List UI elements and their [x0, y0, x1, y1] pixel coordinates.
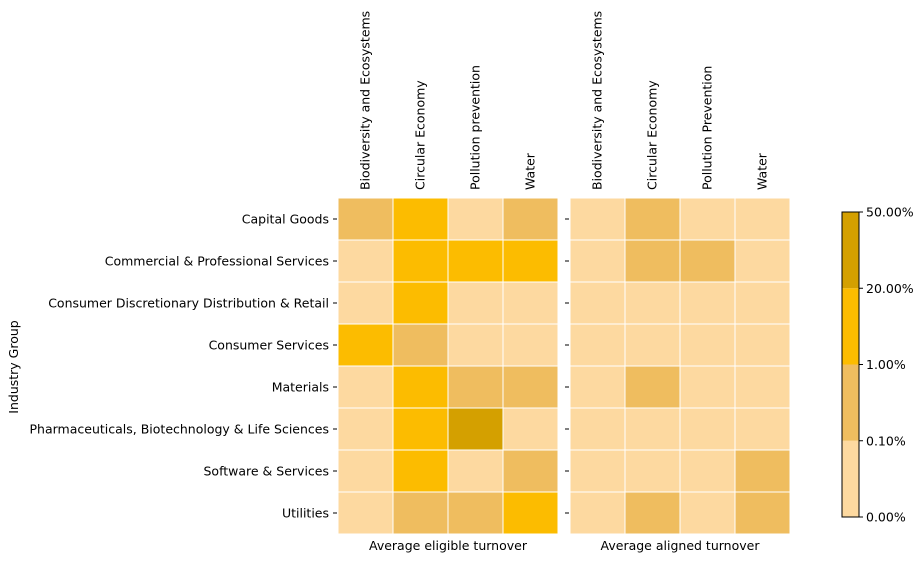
heatmap-cell	[392, 491, 449, 535]
heatmap-cell	[679, 449, 736, 493]
heatmap-cell	[734, 407, 791, 451]
column-label: Pollution prevention	[468, 65, 483, 190]
heatmap-cell	[447, 197, 504, 241]
row-label: Commercial & Professional Services	[105, 254, 329, 269]
column-label: Water	[523, 152, 538, 190]
heatmap-cell	[502, 239, 559, 283]
heatmap-cell	[679, 365, 736, 409]
heatmap-cell	[337, 197, 394, 241]
heatmap-cell	[624, 197, 681, 241]
row-label: Capital Goods	[242, 212, 329, 227]
column-label: Pollution Prevention	[700, 66, 715, 190]
row-label: Pharmaceuticals, Biotechnology & Life Sc…	[30, 422, 329, 437]
colorbar-segment	[842, 440, 859, 517]
heatmap-cell	[337, 365, 394, 409]
heatmap-cell	[569, 197, 626, 241]
colorbar-tick-label: 1.00%	[866, 357, 906, 372]
column-label: Biodiversity and Ecosystems	[358, 11, 373, 190]
heatmap-cell	[447, 323, 504, 367]
row-label: Utilities	[282, 506, 329, 521]
heatmap-cell	[624, 281, 681, 325]
column-label: Water	[755, 152, 770, 190]
heatmap-cell	[392, 239, 449, 283]
colorbar-tick-label: 0.10%	[866, 433, 906, 448]
heatmap-cell	[569, 407, 626, 451]
heatmap-cell	[447, 407, 504, 451]
colorbar-tick-label: 20.00%	[866, 281, 914, 296]
heatmap-cell	[734, 197, 791, 241]
heatmap-cell	[624, 449, 681, 493]
heatmap-cell	[624, 365, 681, 409]
heatmap-cell	[679, 197, 736, 241]
heatmap-cell	[337, 449, 394, 493]
heatmap-cell	[502, 449, 559, 493]
row-label: Consumer Discretionary Distribution & Re…	[48, 296, 329, 311]
heatmap-cell	[679, 491, 736, 535]
colorbar-tick-label: 50.00%	[866, 205, 914, 220]
heatmap-cell	[337, 239, 394, 283]
heatmap-cell	[734, 281, 791, 325]
heatmap-cell	[447, 491, 504, 535]
heatmap-cell	[624, 407, 681, 451]
heatmap-cell	[337, 491, 394, 535]
heatmap-cell	[502, 491, 559, 535]
heatmap-cell	[447, 281, 504, 325]
y-axis-label: Industry Group	[6, 320, 21, 414]
heatmap-cell	[502, 407, 559, 451]
heatmap-panels: Biodiversity and Ecosystems Circular Econ…	[337, 11, 791, 553]
colorbar-segment	[842, 212, 859, 289]
heatmap-cell	[392, 365, 449, 409]
heatmap-cell	[569, 281, 626, 325]
column-label: Circular Economy	[645, 80, 660, 190]
column-label: Circular Economy	[413, 80, 428, 190]
heatmap-cell	[569, 491, 626, 535]
heatmap-cell	[569, 365, 626, 409]
heatmap-cell	[337, 281, 394, 325]
panel-xlabel: Average aligned turnover	[601, 538, 761, 553]
row-label: Software & Services	[203, 464, 329, 479]
heatmap-cell	[679, 323, 736, 367]
heatmap-cell	[734, 239, 791, 283]
heatmap-cell	[392, 281, 449, 325]
heatmap-cell	[624, 239, 681, 283]
heatmap-cell	[502, 281, 559, 325]
heatmap-cell	[502, 197, 559, 241]
heatmap-cell	[447, 239, 504, 283]
panel-xlabel: Average eligible turnover	[369, 538, 528, 553]
heatmap-cell	[447, 365, 504, 409]
heatmap-cell	[569, 449, 626, 493]
heatmap-cell	[734, 365, 791, 409]
heatmap-cell	[392, 449, 449, 493]
row-label: Consumer Services	[209, 338, 329, 353]
heatmap-cell	[392, 323, 449, 367]
heatmap-cell	[734, 491, 791, 535]
heatmap-cell	[624, 491, 681, 535]
heatmap-cell	[679, 407, 736, 451]
heatmap-panel-2: Biodiversity and Ecosystems Circular Econ…	[569, 11, 791, 553]
column-label: Biodiversity and Ecosystems	[590, 11, 605, 190]
heatmap-cell	[734, 449, 791, 493]
heatmap-cell	[569, 239, 626, 283]
heatmap-cell	[392, 197, 449, 241]
heatmap-cell	[392, 407, 449, 451]
heatmap-cell	[569, 323, 626, 367]
row-label: Materials	[272, 380, 329, 395]
heatmap-cell	[502, 365, 559, 409]
heatmap-cell	[447, 449, 504, 493]
colorbar-segment	[842, 364, 859, 441]
row-labels: Capital Goods Commercial & Professional S…	[30, 212, 569, 521]
colorbar-segment	[842, 288, 859, 365]
heatmap-cell	[624, 323, 681, 367]
heatmap-cell	[734, 323, 791, 367]
heatmap-cell	[679, 239, 736, 283]
heatmap-cell	[337, 407, 394, 451]
heatmap-cell	[337, 323, 394, 367]
heatmap-cell	[679, 281, 736, 325]
colorbar: 0.00% 0.10% 1.00% 20.00% 50.00%	[841, 205, 914, 525]
heatmap-panel-1: Biodiversity and Ecosystems Circular Econ…	[337, 11, 559, 553]
heatmap-cell	[502, 323, 559, 367]
colorbar-tick-label: 0.00%	[866, 510, 906, 525]
